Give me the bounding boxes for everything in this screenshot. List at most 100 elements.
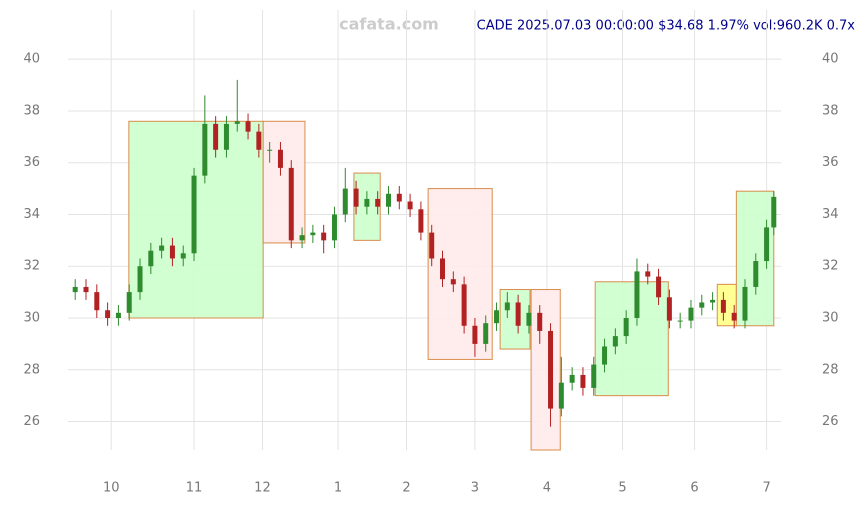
candle-body — [385, 193, 391, 207]
candle-body — [407, 201, 413, 210]
candle-body — [558, 382, 564, 409]
candle-body — [504, 302, 510, 311]
y-tick-label: 30 — [822, 311, 839, 326]
candle-body — [202, 123, 208, 176]
y-tick-label: 38 — [822, 103, 839, 118]
candle-body — [180, 253, 186, 259]
candle-body — [753, 261, 759, 287]
candle-body — [591, 364, 597, 388]
candle-body — [72, 286, 78, 293]
y-tick-label: 38 — [23, 103, 40, 118]
candle-body — [429, 232, 435, 259]
candle-body — [83, 286, 89, 293]
candle-body — [191, 175, 197, 254]
candle-body — [537, 312, 543, 331]
candle-body — [234, 121, 240, 124]
candle-body — [764, 227, 770, 262]
candle-body — [710, 299, 716, 303]
candle-body — [580, 374, 586, 388]
pattern-box — [530, 289, 561, 451]
candle-body — [105, 310, 111, 318]
x-tick-label: 2 — [402, 481, 410, 496]
candle-body — [634, 271, 640, 318]
candle-body — [94, 292, 100, 311]
candle-body — [688, 307, 694, 321]
y-tick-label: 32 — [23, 259, 40, 274]
candle-body — [342, 188, 348, 215]
candle-body — [612, 336, 618, 347]
candle-body — [277, 149, 283, 168]
y-tick-label: 36 — [822, 155, 839, 170]
candle-body — [353, 188, 359, 207]
candle-body — [418, 209, 424, 233]
candle-body — [299, 235, 305, 241]
candle-body — [483, 323, 489, 344]
pattern-box — [499, 289, 531, 350]
candle-body — [494, 310, 500, 324]
candle-body — [677, 320, 683, 322]
x-tick-label: 3 — [471, 481, 479, 496]
candle-body — [645, 271, 651, 277]
y-tick-label: 28 — [822, 362, 839, 377]
candle-body — [396, 193, 402, 202]
y-tick-label: 26 — [822, 414, 839, 429]
x-tick-label: 11 — [186, 481, 203, 496]
candle-body — [364, 198, 370, 207]
x-tick-label: 10 — [103, 481, 120, 496]
candle-body — [548, 330, 554, 409]
candle-body — [137, 266, 143, 293]
candle-body — [126, 292, 132, 313]
y-tick-label: 30 — [23, 311, 40, 326]
y-tick-label: 34 — [822, 207, 839, 222]
y-tick-label: 34 — [23, 207, 40, 222]
x-tick-label: 7 — [762, 481, 770, 496]
candle-body — [267, 149, 273, 151]
x-tick-label: 6 — [690, 481, 698, 496]
x-tick-label: 12 — [254, 481, 271, 496]
candle-body — [699, 302, 705, 308]
candle-body — [602, 346, 608, 365]
candle-body — [472, 325, 478, 344]
candle-body — [450, 279, 456, 285]
candle-body — [771, 196, 777, 228]
y-tick-label: 36 — [23, 155, 40, 170]
y-tick-label: 28 — [23, 362, 40, 377]
chart-title: CADE 2025.07.03 00:00:00 $34.68 1.97% vo… — [477, 19, 856, 34]
candle-body — [331, 214, 337, 241]
candle-body — [310, 232, 316, 236]
candle-body — [213, 123, 219, 150]
candle-body — [159, 245, 165, 251]
candle-body — [256, 131, 262, 150]
candle-body — [440, 258, 446, 280]
candle-body — [515, 302, 521, 326]
y-tick-label: 32 — [822, 259, 839, 274]
pattern-box — [427, 188, 493, 360]
candle-body — [245, 121, 251, 132]
candle-body — [731, 312, 737, 321]
candle-body — [656, 276, 662, 298]
candle-body — [526, 312, 532, 326]
candle-body — [321, 232, 327, 241]
candle-body — [623, 318, 629, 337]
x-tick-label: 4 — [543, 481, 551, 496]
x-tick-label: 5 — [618, 481, 626, 496]
candle-body — [169, 245, 175, 259]
x-tick-label: 1 — [334, 481, 342, 496]
candle-body — [461, 284, 467, 326]
candle-body — [720, 299, 726, 313]
candle-body — [569, 374, 575, 383]
y-tick-label: 40 — [23, 52, 40, 67]
candle-body — [223, 123, 229, 150]
candle-body — [115, 312, 121, 318]
watermark: cafata.com — [339, 15, 439, 34]
candle-body — [288, 167, 294, 241]
candle-body — [742, 286, 748, 321]
pattern-box — [262, 120, 306, 244]
pattern-box — [594, 281, 669, 397]
y-tick-label: 26 — [23, 414, 40, 429]
y-tick-label: 40 — [822, 52, 839, 67]
candle-body — [666, 297, 672, 321]
candle-body — [375, 198, 381, 207]
candle-body — [148, 250, 154, 267]
